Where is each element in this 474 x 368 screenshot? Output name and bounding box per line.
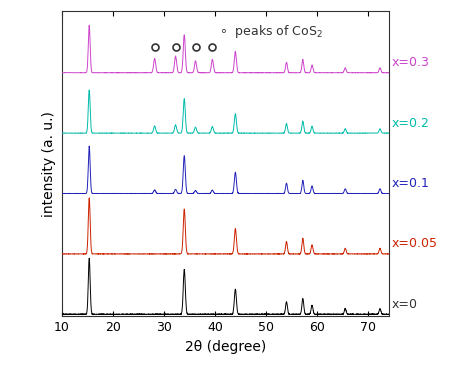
Text: x=0.2: x=0.2 <box>391 117 429 130</box>
Text: x=0.05: x=0.05 <box>391 237 437 251</box>
Text: x=0: x=0 <box>391 298 417 311</box>
Y-axis label: intensity (a. u.): intensity (a. u.) <box>42 111 56 217</box>
Text: $\circ$  peaks of CoS$_2$: $\circ$ peaks of CoS$_2$ <box>219 23 322 40</box>
X-axis label: 2θ (degree): 2θ (degree) <box>184 340 266 354</box>
Text: x=0.1: x=0.1 <box>391 177 429 190</box>
Text: x=0.3: x=0.3 <box>391 56 429 69</box>
